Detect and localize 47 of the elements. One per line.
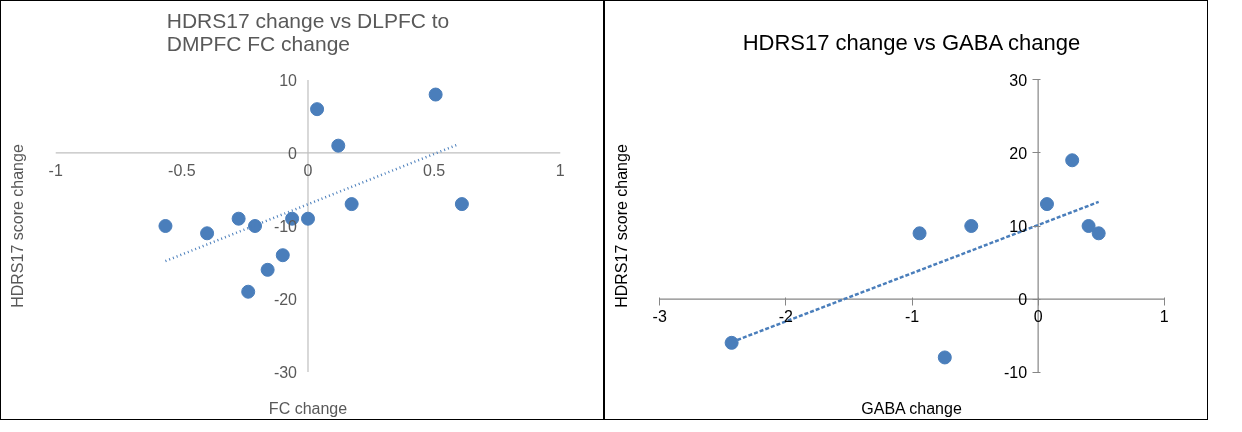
x-axis-title: FC change <box>268 399 348 417</box>
point <box>158 219 173 233</box>
y-tick-label: 0 <box>288 144 298 162</box>
y-tick-label: -20 <box>273 291 298 309</box>
x-tick-label: -2 <box>778 308 794 326</box>
y-tick-label: 0 <box>1018 291 1028 309</box>
x-tick-label: 1 <box>1159 308 1169 326</box>
point <box>1081 219 1096 233</box>
x-tick-label: 0 <box>303 161 313 179</box>
x-tick-label: -3 <box>652 308 667 326</box>
chart-title: HDRS17 change vs GABA change <box>742 29 1081 55</box>
x-axis-title: GABA change <box>861 399 962 417</box>
x-tick-label: 0.5 <box>423 161 446 179</box>
y-axis-title: HDRS17 score change <box>612 144 630 308</box>
point <box>912 226 927 241</box>
point <box>428 87 443 102</box>
point <box>331 138 346 153</box>
point <box>248 219 263 233</box>
y-tick-label: -10 <box>273 218 298 235</box>
point <box>1065 153 1080 168</box>
point <box>1091 226 1106 241</box>
point <box>200 226 215 241</box>
y-tick-label: -30 <box>273 364 298 382</box>
y-tick-label: 10 <box>279 71 298 89</box>
chart-title: HDRS17 change vs DLPFC to DMPFC FC change <box>166 8 450 55</box>
x-tick-label: -1 <box>904 308 920 326</box>
point <box>937 350 952 365</box>
y-axis-title: HDRS17 score change <box>8 144 26 308</box>
point <box>260 262 275 277</box>
x-tick-label: -0.5 <box>168 161 196 179</box>
point <box>310 102 325 117</box>
point <box>231 211 246 226</box>
y-tick-label: 10 <box>1009 218 1028 235</box>
point <box>344 197 359 212</box>
point <box>724 335 739 350</box>
x-tick-label: 1 <box>555 161 565 179</box>
point <box>454 197 469 212</box>
y-tick-label: 30 <box>1009 71 1028 89</box>
y-tick-label: 20 <box>1009 144 1028 162</box>
x-tick-label: 0 <box>1033 308 1043 326</box>
point <box>301 211 315 226</box>
x-tick-label: -1 <box>48 161 63 179</box>
point <box>275 248 290 263</box>
point <box>1039 197 1054 212</box>
point <box>964 219 979 233</box>
point <box>241 284 256 299</box>
y-tick-label: -10 <box>1004 364 1028 382</box>
